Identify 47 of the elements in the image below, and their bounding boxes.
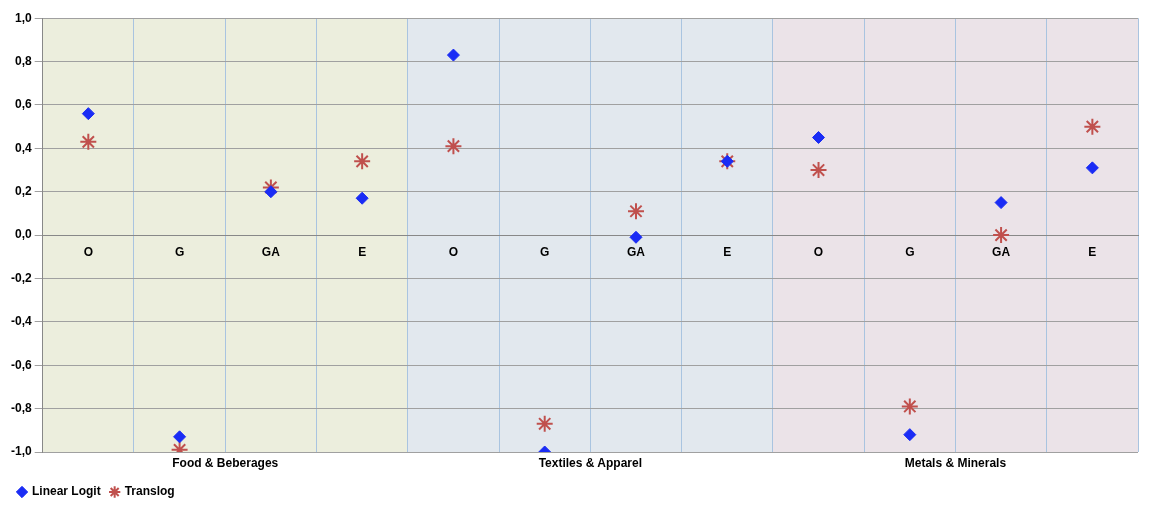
y-tick-label: -0,8 [10, 400, 32, 415]
point [992, 226, 1011, 245]
point [809, 161, 828, 180]
point [900, 397, 919, 416]
x-tick-label: O [813, 244, 824, 259]
point [444, 137, 463, 156]
y-tick-label: -0,2 [10, 270, 32, 285]
x-tick-label: O [83, 244, 93, 259]
point [446, 48, 460, 62]
y-tick-label: 0,8 [14, 53, 32, 68]
x-tick-label: GA [626, 244, 646, 259]
x-tick-label: G [540, 244, 550, 259]
y-tick-label: 1,0 [14, 10, 32, 25]
point [264, 185, 278, 199]
legend-label: Translog [124, 484, 175, 499]
point [535, 414, 554, 433]
point [353, 152, 372, 171]
point [812, 131, 826, 144]
x-tick-label: O [448, 244, 459, 259]
point [626, 202, 645, 221]
x-tick-label: E [358, 244, 367, 259]
point [79, 132, 98, 151]
point [629, 230, 643, 244]
x-tick-label: E [1088, 244, 1097, 259]
point [173, 430, 187, 444]
text: Metals & Minerals [904, 456, 1007, 471]
y-tick-label: -0,4 [10, 314, 32, 329]
y-tick-label: -1,0 [10, 444, 32, 459]
y-tick-label: 0,6 [14, 97, 32, 112]
y-tick-label: 0,4 [14, 140, 32, 155]
x-tick-label: GA [261, 244, 281, 259]
y-tick-label: -0,6 [10, 357, 32, 372]
text: Textiles & Apparel [538, 456, 643, 471]
point [994, 196, 1008, 210]
point [903, 428, 917, 442]
x-tick-label: E [723, 244, 732, 259]
point [81, 107, 95, 121]
y-tick-label: 0,2 [14, 184, 32, 199]
y-tick-label: 0,0 [14, 227, 32, 242]
x-tick-label: G [905, 244, 915, 259]
point [1085, 161, 1099, 175]
text: Food & Beberages [172, 456, 279, 471]
legend-label: Linear Logit [32, 484, 101, 499]
point [1083, 117, 1102, 136]
x-tick-label: G [174, 244, 185, 259]
x-tick-label: GA [992, 244, 1011, 259]
point [355, 191, 369, 205]
